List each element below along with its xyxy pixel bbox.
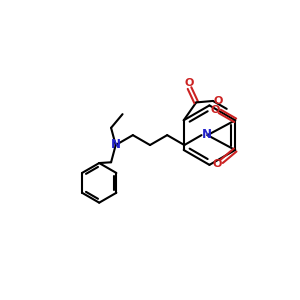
Text: N: N bbox=[111, 138, 121, 151]
Text: O: O bbox=[210, 105, 220, 116]
Text: O: O bbox=[185, 78, 194, 88]
Text: O: O bbox=[213, 96, 223, 106]
Text: N: N bbox=[202, 128, 212, 141]
Text: O: O bbox=[213, 159, 222, 170]
